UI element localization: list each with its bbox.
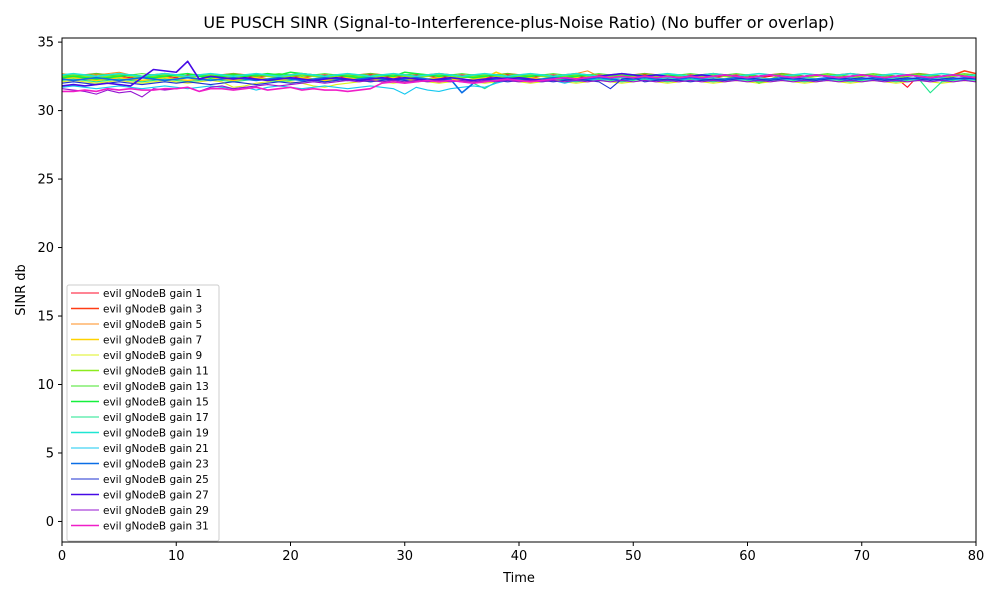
y-tick-label: 5 xyxy=(46,446,54,461)
x-tick-label: 10 xyxy=(168,549,185,564)
legend-label: evil gNodeB gain 31 xyxy=(103,520,209,532)
x-tick-label: 70 xyxy=(853,549,870,564)
y-tick-label: 10 xyxy=(37,378,54,393)
legend-label: evil gNodeB gain 1 xyxy=(103,288,202,300)
legend: evil gNodeB gain 1 evil gNodeB gain 3 evil… xyxy=(66,284,220,542)
y-tick-label: 30 xyxy=(37,104,54,119)
legend-label: evil gNodeB gain 29 xyxy=(103,505,209,517)
legend-label: evil gNodeB gain 9 xyxy=(103,350,202,362)
y-tick-label: 0 xyxy=(46,515,54,530)
x-axis-title: Time xyxy=(502,571,535,586)
legend-label: evil gNodeB gain 21 xyxy=(103,443,209,455)
legend-label: evil gNodeB gain 5 xyxy=(103,319,202,331)
plot-area xyxy=(61,60,977,98)
legend-label: evil gNodeB gain 11 xyxy=(103,365,209,377)
x-tick-label: 30 xyxy=(396,549,413,564)
chart-title: UE PUSCH SINR (Signal-to-Interference-pl… xyxy=(203,13,834,32)
y-axis-title: SINR db xyxy=(14,264,29,315)
legend-box xyxy=(66,284,220,542)
y-axis: 0 5 10 15 20 25 30 35 xyxy=(37,36,62,530)
legend-label: evil gNodeB gain 3 xyxy=(103,303,202,315)
series-line-gain-31 xyxy=(62,74,977,93)
legend-label: evil gNodeB gain 17 xyxy=(103,412,209,424)
legend-label: evil gNodeB gain 27 xyxy=(103,489,209,501)
x-tick-label: 80 xyxy=(968,549,985,564)
x-tick-label: 60 xyxy=(739,549,756,564)
y-tick-label: 15 xyxy=(37,310,54,325)
series-line-gain-23 xyxy=(61,76,977,94)
x-tick-label: 20 xyxy=(282,549,299,564)
y-tick-label: 20 xyxy=(37,241,54,256)
x-tick-label: 40 xyxy=(511,549,528,564)
legend-label: evil gNodeB gain 15 xyxy=(103,396,209,408)
y-tick-label: 25 xyxy=(37,173,54,188)
legend-label: evil gNodeB gain 25 xyxy=(103,474,209,486)
x-tick-label: 50 xyxy=(625,549,642,564)
x-axis: 0 10 20 30 40 50 60 70 80 xyxy=(58,542,984,564)
series-line-gain-29 xyxy=(61,79,977,98)
y-tick-label: 35 xyxy=(37,36,54,51)
legend-label: evil gNodeB gain 7 xyxy=(103,334,202,346)
legend-label: evil gNodeB gain 23 xyxy=(103,458,209,470)
legend-label: evil gNodeB gain 19 xyxy=(103,427,209,439)
legend-label: evil gNodeB gain 13 xyxy=(103,381,209,393)
x-tick-label: 0 xyxy=(58,549,66,564)
